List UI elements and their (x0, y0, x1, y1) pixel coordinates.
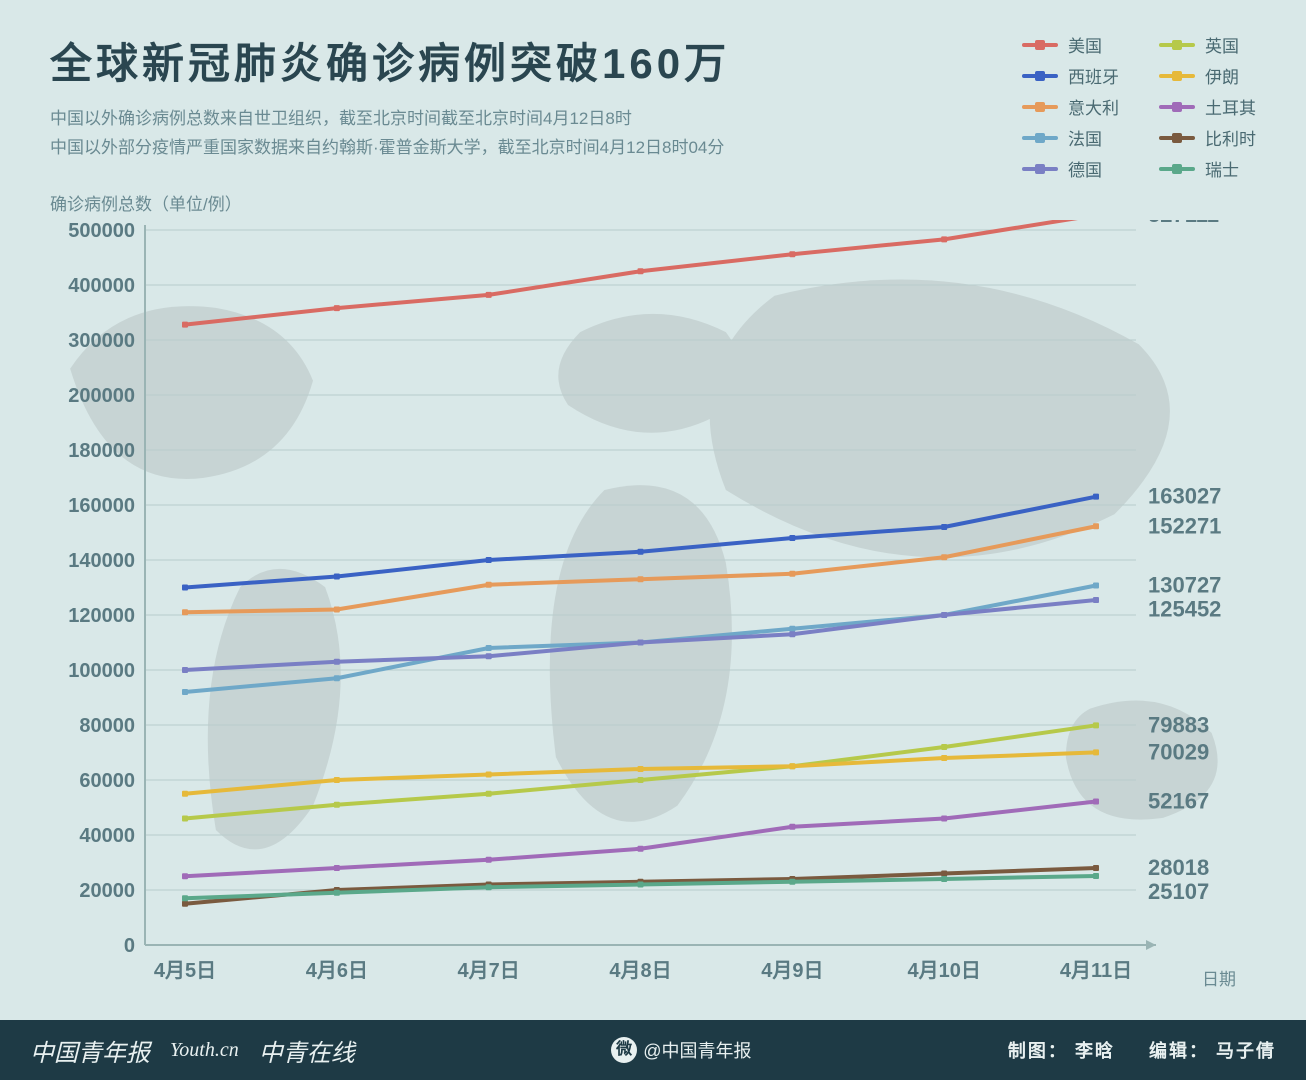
svg-text:130727: 130727 (1148, 573, 1221, 598)
line-chart: 0 20000 40000 60000 80000 100000 120000 140000 1… (50, 220, 1256, 1000)
legend-label: 德国 (1068, 156, 1102, 181)
legend-item: 西班牙 (1022, 63, 1119, 88)
legend-item: 英国 (1159, 32, 1256, 57)
credits-name-1: 李晗 (1075, 1041, 1115, 1061)
legend-swatch (1159, 167, 1195, 171)
svg-text:79883: 79883 (1148, 712, 1209, 737)
svg-text:28018: 28018 (1148, 855, 1209, 880)
credits-label-2: 编辑： (1149, 1041, 1209, 1061)
legend-swatch (1159, 136, 1195, 140)
credits-name-2: 马子倩 (1216, 1041, 1276, 1061)
legend-swatch (1022, 136, 1058, 140)
brand-3: 中青在线 (259, 1033, 355, 1068)
y-axis-label: 确诊病例总数（单位/例） (50, 190, 242, 215)
svg-text:4月10日: 4月10日 (907, 960, 980, 982)
footer-credits: 制图： 李晗 编辑： 马子倩 (1008, 1037, 1276, 1063)
svg-text:80000: 80000 (79, 715, 135, 737)
svg-text:100000: 100000 (68, 660, 135, 682)
legend-swatch (1022, 105, 1058, 109)
svg-text:163027: 163027 (1148, 484, 1221, 509)
weibo-icon: 微 (611, 1037, 637, 1063)
legend-swatch (1159, 43, 1195, 47)
legend-item: 德国 (1022, 156, 1119, 181)
svg-text:70029: 70029 (1148, 739, 1209, 764)
legend: 美国 英国西班牙 伊朗意大利 土耳其法国 比利时德国 瑞士 (1022, 32, 1256, 181)
svg-text:140000: 140000 (68, 550, 135, 572)
legend-item: 瑞士 (1159, 156, 1256, 181)
legend-label: 西班牙 (1068, 63, 1119, 88)
credits-label-1: 制图： (1008, 1041, 1068, 1061)
brand-1: 中国青年报 (30, 1033, 150, 1068)
svg-text:52167: 52167 (1148, 789, 1209, 814)
chart-area: 0 20000 40000 60000 80000 100000 120000 140000 1… (50, 220, 1256, 1000)
footer-weibo: 微 @中国青年报 (611, 1037, 751, 1063)
svg-text:60000: 60000 (79, 770, 135, 792)
svg-text:180000: 180000 (68, 440, 135, 462)
legend-item: 土耳其 (1159, 94, 1256, 119)
svg-text:4月11日: 4月11日 (1060, 960, 1132, 982)
footer-brands: 中国青年报 Youth.cn 中青在线 (30, 1033, 355, 1068)
legend-item: 伊朗 (1159, 63, 1256, 88)
svg-text:300000: 300000 (68, 330, 135, 352)
svg-text:4月9日: 4月9日 (761, 960, 823, 982)
legend-label: 土耳其 (1205, 94, 1256, 119)
svg-text:160000: 160000 (68, 495, 135, 517)
legend-label: 美国 (1068, 32, 1102, 57)
svg-text:4月7日: 4月7日 (458, 960, 520, 982)
legend-swatch (1159, 74, 1195, 78)
legend-item: 法国 (1022, 125, 1119, 150)
legend-swatch (1022, 74, 1058, 78)
legend-label: 瑞士 (1205, 156, 1239, 181)
svg-text:4月8日: 4月8日 (609, 960, 671, 982)
legend-item: 比利时 (1159, 125, 1256, 150)
legend-swatch (1022, 43, 1058, 47)
svg-text:25107: 25107 (1148, 879, 1209, 904)
svg-text:152271: 152271 (1148, 513, 1221, 538)
svg-text:200000: 200000 (68, 385, 135, 407)
svg-text:120000: 120000 (68, 605, 135, 627)
brand-2: Youth.cn (170, 1039, 239, 1062)
legend-swatch (1022, 167, 1058, 171)
x-axis-label: 日期 (1202, 965, 1236, 990)
svg-text:4月6日: 4月6日 (306, 960, 368, 982)
svg-text:400000: 400000 (68, 275, 135, 297)
legend-label: 伊朗 (1205, 63, 1239, 88)
svg-text:4月5日: 4月5日 (154, 960, 216, 982)
legend-item: 意大利 (1022, 94, 1119, 119)
legend-swatch (1159, 105, 1195, 109)
legend-item: 美国 (1022, 32, 1119, 57)
legend-label: 法国 (1068, 125, 1102, 150)
weibo-handle: @中国青年报 (643, 1037, 751, 1063)
svg-text:500000: 500000 (68, 220, 135, 242)
svg-text:40000: 40000 (79, 825, 135, 847)
svg-text:125452: 125452 (1148, 597, 1221, 622)
svg-text:527111: 527111 (1148, 220, 1219, 227)
footer: 中国青年报 Youth.cn 中青在线 微 @中国青年报 制图： 李晗 编辑： … (0, 1020, 1306, 1080)
legend-label: 比利时 (1205, 125, 1256, 150)
legend-label: 意大利 (1068, 94, 1119, 119)
legend-label: 英国 (1205, 32, 1239, 57)
svg-text:0: 0 (124, 935, 135, 957)
svg-text:20000: 20000 (79, 880, 135, 902)
